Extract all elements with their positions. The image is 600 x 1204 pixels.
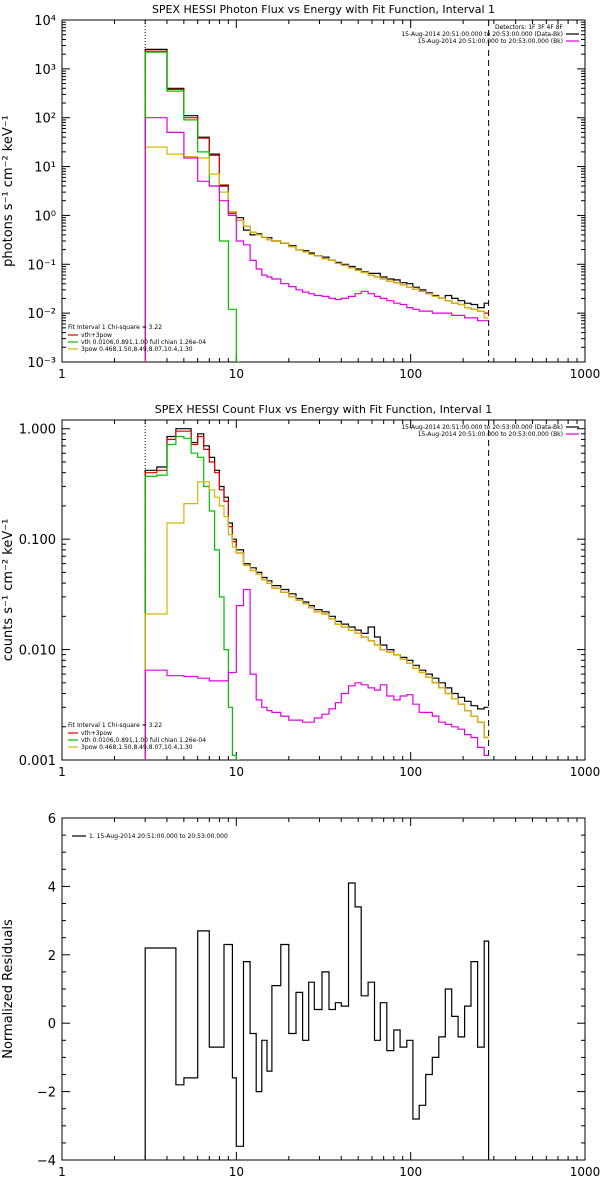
residual-legend-label: 1. 15-Aug-2014 20:51:00.000 to 20:53:00.… — [89, 833, 228, 840]
y-axis-label: counts s⁻¹ cm⁻² keV⁻¹ — [1, 519, 16, 662]
y-tick-label: −2 — [37, 1086, 56, 1101]
info-line: 15-Aug-2014 20:51:00.000 to 20:53:00.000… — [418, 431, 563, 438]
y-tick-label: 10⁻¹ — [27, 258, 56, 273]
y-tick-label: 10⁻² — [27, 307, 56, 322]
series-line-1 — [144, 430, 489, 760]
info-line: 15-Aug-2014 20:51:00.000 to 20:53:00.000… — [401, 424, 563, 431]
series-line-1 — [144, 50, 489, 362]
fit-legend-header: Fit Interval 1 Chi-square = 3.22 — [68, 722, 162, 729]
y-tick-label: 0 — [48, 1017, 56, 1032]
y-tick-label: 10² — [34, 112, 56, 127]
y-tick-label: 0.001 — [19, 754, 56, 769]
plot-frame — [61, 419, 586, 761]
x-tick-label: 1000 — [570, 765, 600, 779]
plot-frame — [61, 817, 586, 1161]
series-line-2 — [144, 51, 240, 362]
x-tick-label: 1 — [58, 765, 66, 779]
y-tick-label: −4 — [37, 1154, 56, 1169]
y-tick-label: 10³ — [34, 63, 56, 78]
info-line: 15-Aug-2014 20:51:00.000 to 20:53:00.000… — [418, 38, 563, 45]
x-tick-label: 1000 — [570, 367, 600, 381]
series-line-3 — [144, 146, 489, 362]
x-tick-label: 1 — [58, 367, 66, 381]
plot-frame — [61, 19, 586, 363]
y-tick-label: 10⁰ — [34, 209, 56, 224]
series-line-0 — [144, 48, 489, 362]
series-line-0 — [144, 428, 489, 760]
fit-legend-label: 3pow 0.468,1.50,8.49,8.07,10.4,1.30 — [81, 744, 193, 751]
y-tick-label: 4 — [48, 880, 56, 895]
x-tick-label: 100 — [399, 765, 422, 779]
info-line: 15-Aug-2014 20:51:00.000 to 20:53:00.000… — [401, 31, 563, 38]
y-tick-label: 0.010 — [19, 644, 56, 659]
series-line-0 — [144, 882, 490, 1160]
y-tick-label: 10⁻³ — [27, 356, 56, 371]
y-tick-label: 10⁴ — [34, 14, 56, 29]
x-tick-label: 10 — [229, 367, 244, 381]
plot-title: SPEX HESSI Photon Flux vs Energy with Fi… — [152, 3, 495, 16]
series-line-4 — [144, 117, 489, 362]
x-tick-label: 1 — [58, 1165, 66, 1179]
y-tick-label: 10¹ — [34, 161, 56, 176]
fit-legend-header: Fit Interval 1 Chi-square = 3.22 — [68, 324, 162, 331]
x-tick-label: 1000 — [570, 1165, 600, 1179]
x-tick-label: 100 — [399, 367, 422, 381]
y-axis-label: Normalized Residuals — [1, 919, 16, 1059]
series-line-3 — [144, 481, 489, 760]
x-tick-label: 100 — [399, 1165, 422, 1179]
y-tick-label: 1.000 — [19, 423, 56, 438]
fit-legend-label: vth 0.0106,0.891,1.00 full chian 1.26e-0… — [81, 339, 206, 346]
fit-legend-label: vth+3pow — [81, 730, 112, 737]
x-tick-label: 10 — [229, 765, 244, 779]
y-tick-label: 2 — [48, 949, 56, 964]
x-tick-label: 10 — [229, 1165, 244, 1179]
plot-title: SPEX HESSI Count Flux vs Energy with Fit… — [155, 403, 492, 416]
y-tick-label: 6 — [48, 812, 56, 827]
fit-legend-label: vth 0.0106,0.891,1.00 full chian 1.26e-0… — [81, 737, 206, 744]
info-line: Detectors: 1F 3F 4F 8F — [495, 24, 564, 31]
fit-legend-label: vth+3pow — [81, 332, 112, 339]
fit-legend-label: 3pow 0.468,1.50,8.49,8.07,10.4,1.30 — [81, 346, 193, 353]
y-tick-label: 0.100 — [19, 533, 56, 548]
y-axis-label: photons s⁻¹ cm⁻² keV⁻¹ — [1, 115, 16, 267]
series-line-4 — [144, 588, 489, 760]
series-line-2 — [144, 435, 240, 760]
